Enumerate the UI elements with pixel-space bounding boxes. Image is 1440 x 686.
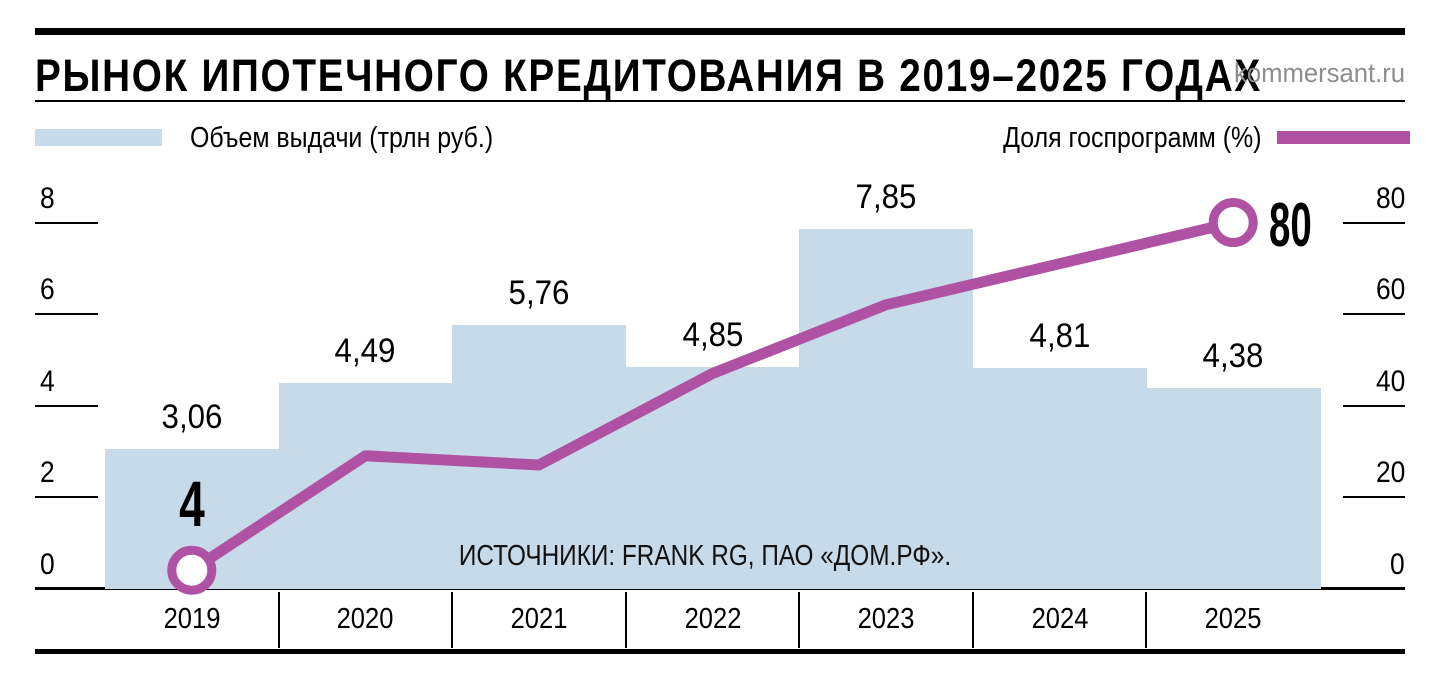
year-separator [971, 592, 974, 648]
bar-2025 [1146, 388, 1321, 590]
legend-line-swatch [1277, 131, 1410, 144]
right-axis-tick-line [1343, 404, 1405, 407]
year-label-2025: 2025 [1204, 603, 1262, 635]
year-separator [798, 592, 801, 648]
left-axis-tick-label: 2 [40, 456, 55, 489]
right-axis-tick-label: 60 [1375, 273, 1405, 306]
right-axis-tick-label: 40 [1375, 364, 1405, 398]
bar-value-label: 7,85 [855, 178, 917, 217]
right-axis-tick-label: 80 [1375, 181, 1405, 215]
legend-bar-label: Объем выдачи (трлн руб.) [190, 122, 494, 154]
trend-line [188, 217, 1235, 575]
legend-line-label: Доля госпрограмм (%) [1003, 122, 1262, 154]
year-separator [1145, 592, 1148, 648]
x-axis-bottom-line [35, 649, 1405, 654]
year-separator [624, 592, 627, 648]
left-axis-tick-line [35, 404, 98, 407]
year-separator [451, 592, 454, 648]
source-note: ИСТОЧНИКИ: FRANK RG, ПАО «ДОМ.РФ». [458, 540, 952, 572]
kommersant-watermark: kommersant.ru [1233, 58, 1405, 88]
right-axis-tick-label: 0 [1390, 547, 1405, 581]
bar-2020 [278, 383, 453, 590]
left-axis-tick-label: 6 [40, 273, 55, 306]
year-label-2019: 2019 [163, 603, 221, 635]
left-axis-tick-label: 4 [40, 364, 55, 398]
bar-value-label: 4,85 [682, 315, 743, 354]
right-axis-tick-line [1343, 313, 1405, 315]
bar-value-label: 3,06 [161, 397, 223, 436]
year-separator [277, 592, 280, 648]
left-axis-tick-line [35, 221, 98, 224]
top-rule [35, 28, 1405, 35]
bar-value-label: 4,49 [334, 332, 396, 371]
left-axis-tick-line [35, 313, 98, 315]
line-point-label-2025: 80 [1269, 190, 1312, 260]
year-label-2021: 2021 [510, 603, 568, 635]
header-divider [35, 100, 1405, 102]
year-label-2024: 2024 [1031, 603, 1089, 635]
bar-2024 [972, 368, 1147, 590]
bar-value-label: 4,38 [1202, 337, 1264, 376]
legend-bar-swatch [35, 129, 162, 146]
line-point-label-2019: 4 [178, 467, 205, 540]
right-axis-tick-label: 20 [1375, 456, 1405, 489]
left-axis-tick-line [35, 496, 98, 498]
bar-value-label: 4,81 [1029, 317, 1091, 356]
year-label-2022: 2022 [684, 603, 741, 635]
year-label-2020: 2020 [336, 603, 394, 635]
bar-value-label: 5,76 [508, 273, 570, 312]
left-axis-tick-label: 0 [40, 547, 55, 581]
right-axis-tick-line [1343, 496, 1405, 498]
right-axis-tick-line [1343, 221, 1405, 224]
endpoint-marker-2019 [167, 545, 217, 595]
endpoint-marker-2025 [1208, 198, 1258, 247]
chart-title: РЫНОК ИПОТЕЧНОГО КРЕДИТОВАНИЯ В 2019–202… [35, 50, 1262, 101]
left-axis-tick-label: 8 [40, 181, 55, 215]
year-label-2023: 2023 [857, 603, 915, 635]
